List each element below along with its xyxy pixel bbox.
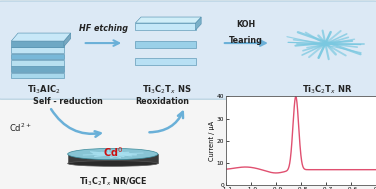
Polygon shape (68, 154, 158, 163)
FancyArrowPatch shape (149, 112, 183, 132)
Text: Cd$^0$: Cd$^0$ (103, 145, 123, 159)
Y-axis label: Current / μA: Current / μA (209, 121, 215, 161)
Text: KOH: KOH (237, 19, 256, 29)
Text: Ti$_3$AlC$_2$: Ti$_3$AlC$_2$ (27, 84, 60, 96)
Text: Cd$^{2+}$: Cd$^{2+}$ (9, 121, 32, 134)
Text: Ti$_3$C$_2$T$_x$ NR: Ti$_3$C$_2$T$_x$ NR (302, 84, 352, 96)
Text: Ti$_3$C$_2$T$_x$ NS: Ti$_3$C$_2$T$_x$ NS (143, 84, 192, 96)
Text: Tearing: Tearing (229, 36, 263, 45)
Polygon shape (135, 23, 196, 30)
Polygon shape (11, 66, 64, 72)
Polygon shape (11, 60, 64, 66)
Ellipse shape (68, 161, 158, 166)
Polygon shape (64, 33, 71, 46)
Polygon shape (11, 54, 64, 59)
Text: Reoxidation: Reoxidation (135, 97, 190, 106)
Polygon shape (135, 41, 196, 48)
Polygon shape (11, 33, 71, 41)
Text: Self - reduction: Self - reduction (33, 97, 103, 106)
Text: Ti$_3$C$_2$T$_x$ NR/GCE: Ti$_3$C$_2$T$_x$ NR/GCE (79, 175, 147, 188)
Polygon shape (11, 73, 64, 78)
Polygon shape (11, 41, 64, 46)
Polygon shape (11, 47, 64, 53)
FancyArrowPatch shape (51, 109, 100, 137)
Polygon shape (135, 58, 196, 65)
Polygon shape (135, 17, 201, 23)
Polygon shape (196, 17, 201, 30)
Ellipse shape (68, 148, 158, 160)
Text: Cd$^{2+}$: Cd$^{2+}$ (0, 188, 1, 189)
FancyBboxPatch shape (0, 1, 376, 99)
Text: HF etching: HF etching (79, 24, 128, 33)
